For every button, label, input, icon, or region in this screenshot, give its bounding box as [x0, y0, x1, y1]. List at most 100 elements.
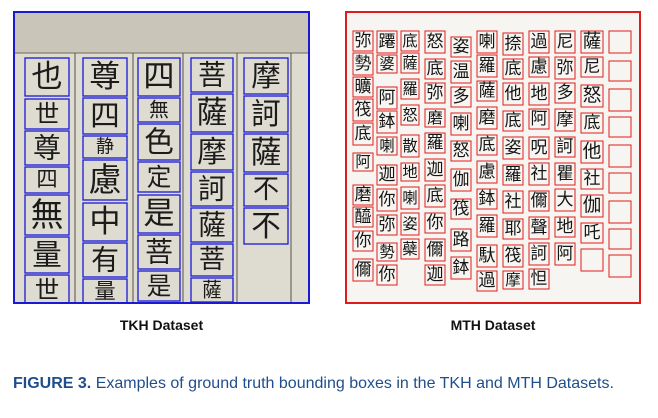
character-glyph: 阿 — [531, 109, 548, 129]
ground-truth-box — [82, 135, 128, 159]
tkh-dataset-label: TKH Dataset — [119, 317, 204, 333]
character-glyph: 定 — [147, 163, 172, 192]
character-glyph: 世 — [35, 276, 60, 303]
figure-caption: FIGURE 3. Examples of ground truth bound… — [13, 374, 643, 394]
character-glyph: 訶 — [531, 244, 548, 264]
tkh-example-image: 也世尊四無量世尊四静慮中有量四無色定是菩是菩薩摩訶薩菩薩摩訶薩不不 — [13, 11, 310, 304]
ground-truth-box — [24, 130, 70, 166]
character-glyph: 馱 — [479, 246, 496, 266]
ground-truth-box — [352, 122, 374, 146]
ground-truth-box — [608, 254, 632, 278]
character-glyph: 筏 — [453, 199, 470, 219]
character-glyph: 是 — [143, 196, 174, 232]
character-glyph: 怒 — [427, 32, 444, 52]
ground-truth-box — [424, 108, 446, 128]
character-glyph: 菩 — [199, 245, 225, 275]
ground-truth-box — [502, 82, 524, 106]
ground-truth-box — [580, 140, 604, 164]
ground-truth-box — [190, 171, 234, 207]
ground-truth-box — [400, 238, 420, 260]
ground-truth-box — [352, 76, 374, 98]
character-glyph: 菩 — [198, 59, 226, 92]
ground-truth-box — [476, 188, 498, 210]
ground-truth-box — [608, 116, 632, 138]
character-glyph: 怒 — [453, 141, 470, 161]
ground-truth-box — [137, 57, 181, 97]
character-glyph: 蘗 — [402, 240, 417, 258]
ground-truth-box — [424, 132, 446, 154]
character-glyph: 底 — [427, 59, 444, 79]
ground-truth-box — [476, 80, 498, 102]
character-glyph: 四 — [143, 59, 174, 95]
ground-truth-box — [580, 84, 604, 108]
character-glyph: 弥 — [379, 215, 396, 235]
character-glyph: 儞 — [531, 191, 548, 211]
ground-truth-box — [190, 133, 234, 171]
character-glyph: 是 — [147, 272, 172, 301]
ground-truth-box — [400, 104, 420, 126]
character-glyph: 無 — [31, 196, 64, 234]
character-glyph: 聲 — [531, 218, 548, 238]
ground-truth-box — [554, 108, 576, 132]
character-glyph: 薩 — [198, 209, 226, 242]
ground-truth-box — [554, 56, 576, 80]
ground-truth-box — [376, 188, 398, 212]
figure-number: FIGURE 3. — [13, 375, 92, 392]
character-glyph: 伽 — [583, 196, 602, 217]
mth-page-scan: 弥勢曠筏底阿磨醯你儞蹮婆阿鉢喇迦你弥勢你底薩羅怒散地喇姿蘗怒底弥磨羅迦底你儞迦姿… — [347, 13, 639, 302]
character-glyph: 姿 — [402, 215, 417, 233]
character-glyph: 迦 — [379, 165, 396, 185]
ground-truth-box — [352, 206, 374, 228]
ground-truth-box — [424, 158, 446, 182]
character-glyph: 阿 — [557, 244, 574, 264]
ground-truth-box — [528, 56, 550, 78]
character-glyph: 訶 — [198, 173, 226, 206]
ground-truth-box — [580, 30, 604, 54]
ground-truth-box — [400, 186, 420, 210]
character-glyph: 量 — [32, 238, 62, 272]
ground-truth-box — [424, 58, 446, 80]
character-glyph: 不 — [253, 175, 279, 205]
ground-truth-box — [137, 123, 181, 161]
ground-truth-box — [424, 30, 446, 54]
character-glyph: 尊 — [89, 59, 120, 95]
character-glyph: 羅 — [505, 165, 522, 185]
ground-truth-box — [424, 184, 446, 208]
ground-truth-box — [190, 57, 234, 93]
character-glyph: 摩 — [505, 271, 520, 289]
ground-truth-box — [376, 54, 398, 74]
character-glyph: 你 — [379, 265, 396, 285]
ground-truth-box — [554, 242, 576, 266]
character-glyph: 羅 — [479, 56, 496, 76]
ground-truth-box — [352, 152, 374, 172]
character-glyph: 四 — [36, 168, 57, 193]
character-glyph: 温 — [453, 62, 470, 82]
ground-truth-box — [528, 190, 550, 212]
character-glyph: 婆 — [379, 55, 394, 73]
ground-truth-box — [450, 198, 472, 220]
ground-truth-box — [243, 57, 289, 95]
character-glyph: 大 — [557, 190, 574, 210]
character-glyph: 地 — [402, 163, 417, 181]
character-glyph: 底 — [505, 111, 522, 131]
character-glyph: 勢 — [355, 54, 372, 74]
ground-truth-box — [400, 52, 420, 74]
character-glyph: 喇 — [379, 137, 394, 155]
character-glyph: 過 — [531, 32, 548, 52]
character-glyph: 弥 — [427, 83, 444, 103]
character-glyph: 弥 — [557, 58, 574, 78]
ground-truth-box — [424, 264, 446, 286]
character-glyph: 伽 — [453, 170, 470, 190]
ground-truth-box — [24, 57, 70, 97]
ground-truth-box — [450, 86, 472, 108]
ground-truth-box — [502, 270, 524, 290]
ground-truth-box — [424, 238, 446, 262]
ground-truth-box — [476, 244, 498, 268]
ground-truth-box — [137, 97, 181, 123]
character-glyph: 吒 — [584, 223, 601, 243]
character-glyph: 過 — [479, 271, 496, 291]
character-glyph: 多 — [453, 87, 470, 107]
ground-truth-box — [400, 212, 420, 236]
ground-truth-box — [450, 256, 472, 280]
character-glyph: 地 — [557, 217, 574, 237]
